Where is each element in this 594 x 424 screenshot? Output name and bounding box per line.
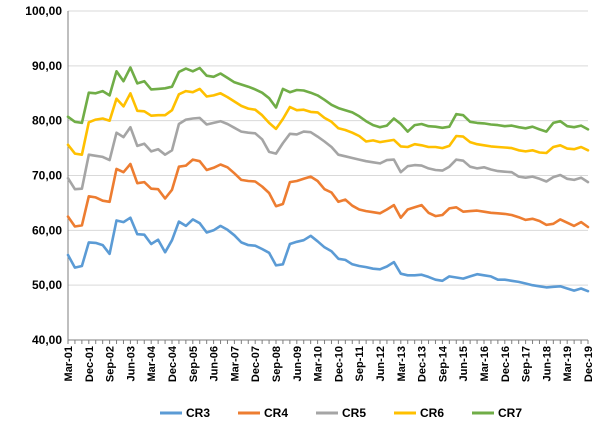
x-tick-label: Jun-06 bbox=[209, 346, 221, 381]
y-tick-label: 100,00 bbox=[25, 4, 62, 18]
series-line-cr4 bbox=[66, 158, 590, 229]
legend-label-cr5: CR5 bbox=[342, 406, 366, 420]
legend: CR3 CR4 CR5 CR6 CR7 bbox=[160, 406, 522, 420]
x-axis-tick-labels: Mar-01 Dec-01 Sep-02 Jun-03 Mar-04 Dec-04 Sep-… bbox=[63, 345, 594, 382]
y-tick-label: 40,00 bbox=[32, 333, 62, 347]
x-tick-label: Sep-05 bbox=[188, 346, 200, 382]
x-tick-label: Dec-13 bbox=[417, 346, 429, 382]
x-tick-label: Mar-19 bbox=[562, 346, 574, 381]
series-line-cr5 bbox=[66, 116, 590, 191]
y-tick-label: 80,00 bbox=[32, 114, 62, 128]
x-tick-label: Dec-16 bbox=[500, 346, 512, 382]
x-tick-label: Sep-02 bbox=[105, 346, 117, 382]
x-tick-label: Jun-18 bbox=[541, 346, 553, 381]
y-tick-label: 60,00 bbox=[32, 223, 62, 237]
x-tick-label: Jun-03 bbox=[125, 346, 137, 381]
y-tick-label: 50,00 bbox=[32, 278, 62, 292]
y-tick-label: 70,00 bbox=[32, 169, 62, 183]
x-tick-label: Mar-16 bbox=[479, 346, 491, 381]
x-tick-label: Jun-15 bbox=[458, 346, 470, 381]
x-tick-label: Mar-01 bbox=[63, 346, 75, 381]
legend-label-cr7: CR7 bbox=[498, 406, 522, 420]
x-tick-label: Sep-11 bbox=[354, 346, 366, 381]
x-tick-label: Jun-12 bbox=[375, 346, 387, 381]
x-tick-label: Dec-10 bbox=[333, 346, 345, 382]
series-lines bbox=[66, 66, 590, 293]
legend-label-cr3: CR3 bbox=[186, 406, 210, 420]
x-tick-label: Sep-14 bbox=[437, 345, 449, 382]
x-tick-label: Dec-01 bbox=[84, 346, 96, 382]
x-tick-label: Sep-17 bbox=[521, 346, 533, 382]
gridlines bbox=[68, 10, 588, 286]
series-line-cr7 bbox=[66, 66, 590, 133]
y-axis-tick-labels: 40,00 50,00 60,00 70,00 80,00 90,00 100,00 bbox=[25, 4, 62, 347]
x-tick-label: Dec-07 bbox=[250, 346, 262, 382]
axes bbox=[67, 11, 589, 344]
legend-label-cr4: CR4 bbox=[264, 406, 288, 420]
legend-label-cr6: CR6 bbox=[420, 406, 444, 420]
x-tick-label: Mar-07 bbox=[229, 346, 241, 381]
y-tick-label: 90,00 bbox=[32, 59, 62, 73]
series-line-cr6 bbox=[66, 87, 590, 156]
x-tick-label: Dec-04 bbox=[167, 345, 179, 382]
x-tick-label: Mar-13 bbox=[396, 346, 408, 381]
x-tick-label: Mar-04 bbox=[146, 345, 158, 381]
series-line-cr3 bbox=[66, 216, 590, 293]
x-tick-label: Mar-10 bbox=[313, 346, 325, 381]
x-tick-label: Jun-09 bbox=[292, 346, 304, 381]
x-tick-label: Dec-19 bbox=[583, 346, 594, 382]
x-tick-label: Sep-08 bbox=[271, 346, 283, 382]
